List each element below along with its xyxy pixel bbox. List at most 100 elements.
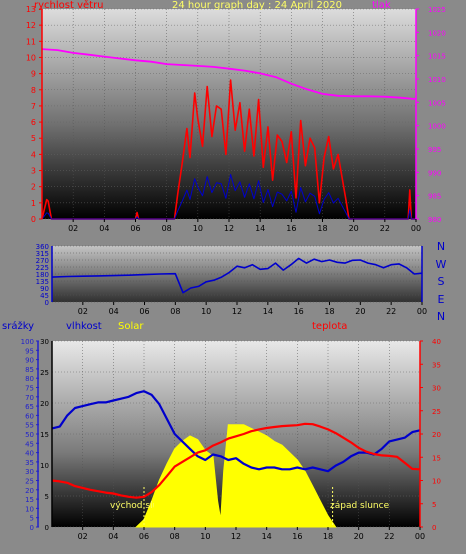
x-tick-label: 20 [354, 532, 364, 541]
x-tick-label: 04 [108, 532, 118, 541]
rain-tick-label: 75 [25, 385, 34, 393]
temperature-axis-title: teplota [312, 321, 348, 332]
x-tick-label: 22 [380, 224, 390, 233]
humidity-tick-label: 10 [40, 462, 49, 470]
pressure-tick-label: 990 [428, 169, 441, 177]
rain-tick-label: 40 [25, 450, 34, 458]
x-tick-label: 10 [201, 307, 211, 316]
x-tick-label: 08 [170, 532, 180, 541]
x-tick-label: 18 [317, 224, 327, 233]
rain-tick-label: 5 [30, 515, 34, 523]
wind-tick-label: 0 [31, 215, 36, 224]
rain-tick-label: 70 [25, 394, 34, 402]
wind-tick-label: 12 [26, 21, 36, 30]
wind-tick-label: 8 [31, 86, 36, 95]
x-tick-label: 20 [349, 224, 359, 233]
x-tick-label: 18 [324, 307, 334, 316]
x-tick-label: 08 [162, 224, 172, 233]
wind-average-line [41, 174, 416, 220]
rain-tick-label: 65 [25, 403, 34, 411]
dir-letter-n-bottom: N [436, 310, 446, 323]
x-tick-label: 16 [286, 224, 296, 233]
temp-tick-label: 15 [432, 454, 441, 462]
humidity-tick-label: 15 [40, 431, 49, 439]
pressure-line [41, 48, 417, 100]
sunrise-label: východ slunce [110, 501, 154, 511]
x-tick-label: 04 [109, 307, 119, 316]
x-tick-label: 14 [255, 224, 265, 233]
pressure-tick-label: 980 [428, 216, 441, 224]
direction-tick-label: 225 [36, 264, 49, 272]
wind-direction-line [51, 257, 423, 294]
direction-tick-label: 270 [36, 257, 49, 265]
x-tick-label: 06 [139, 532, 149, 541]
rain-axis-title: srážky [2, 321, 35, 332]
pressure-tick-label: 1020 [428, 29, 446, 37]
x-tick-label: 02 [78, 307, 88, 316]
x-tick-label: 02 [78, 532, 88, 541]
wind-tick-label: 6 [31, 118, 36, 127]
wind-tick-label: 9 [31, 70, 36, 79]
x-tick-label: 14 [262, 532, 272, 541]
direction-tick-label: 135 [36, 278, 49, 286]
solar-area [135, 424, 337, 528]
pressure-tick-label: 1015 [428, 53, 446, 61]
temp-tick-label: 40 [432, 338, 441, 346]
wind-direction-plot-area [52, 246, 422, 302]
humidity-tick-label: 20 [40, 400, 49, 408]
x-tick-label: 00 [417, 307, 427, 316]
rain-tick-label: 55 [25, 422, 34, 430]
wind-tick-label: 10 [26, 53, 36, 62]
x-tick-label: 18 [323, 532, 333, 541]
wind-tick-label: 5 [31, 134, 36, 143]
rain-tick-label: 85 [25, 366, 34, 374]
wind-direction-letters: N W S E N [434, 238, 448, 326]
rain-tick-label: 25 [25, 478, 34, 486]
temp-tick-label: 35 [432, 361, 441, 369]
wind-tick-label: 13 [26, 5, 36, 14]
x-tick-label: 12 [224, 224, 234, 233]
sunset-label: západ slunce [330, 501, 390, 511]
rain-tick-label: 20 [25, 487, 34, 495]
pressure-tick-label: 1025 [428, 6, 446, 14]
x-tick-label: 10 [200, 532, 210, 541]
x-tick-label: 00 [411, 224, 421, 233]
rain-tick-label: 10 [25, 505, 34, 513]
humidity-tick-label: 5 [45, 493, 49, 501]
wind-gust-line [41, 79, 416, 220]
pressure-tick-label: 995 [428, 146, 441, 154]
x-tick-label: 06 [139, 307, 149, 316]
dir-letter-w: W [435, 257, 447, 271]
temp-tick-label: 30 [432, 385, 441, 393]
temp-tick-label: 0 [432, 524, 436, 532]
temp-tick-label: 5 [432, 501, 436, 509]
wind-tick-label: 1 [31, 199, 36, 208]
rain-tick-label: 15 [25, 496, 34, 504]
humidity-tick-label: 0 [45, 524, 49, 532]
x-tick-label: 00 [415, 532, 425, 541]
rain-tick-label: 90 [25, 357, 34, 365]
wind-tick-label: 3 [31, 167, 36, 176]
pressure-tick-label: 1000 [428, 123, 446, 131]
temp-tick-label: 25 [432, 408, 441, 416]
wind-tick-label: 11 [26, 37, 36, 46]
rain-tick-label: 45 [25, 440, 34, 448]
x-tick-label: 02 [68, 224, 78, 233]
x-tick-label: 12 [231, 532, 241, 541]
x-tick-label: 22 [384, 532, 394, 541]
x-tick-label: 10 [193, 224, 203, 233]
rain-tick-label: 80 [25, 375, 34, 383]
temperature-line [51, 422, 421, 499]
x-tick-label: 08 [170, 307, 180, 316]
temp-tick-label: 10 [432, 478, 441, 486]
direction-tick-label: 45 [40, 292, 49, 300]
chart-title: 24 hour graph day : 24 April 2020 [172, 0, 342, 11]
dir-letter-n-top: N [436, 240, 446, 253]
rain-tick-label: 60 [25, 412, 34, 420]
wind-speed-axis-title: rychlost větru [34, 0, 104, 11]
x-tick-label: 14 [263, 307, 273, 316]
rain-tick-label: 30 [25, 468, 34, 476]
wind-tick-label: 4 [31, 150, 36, 159]
